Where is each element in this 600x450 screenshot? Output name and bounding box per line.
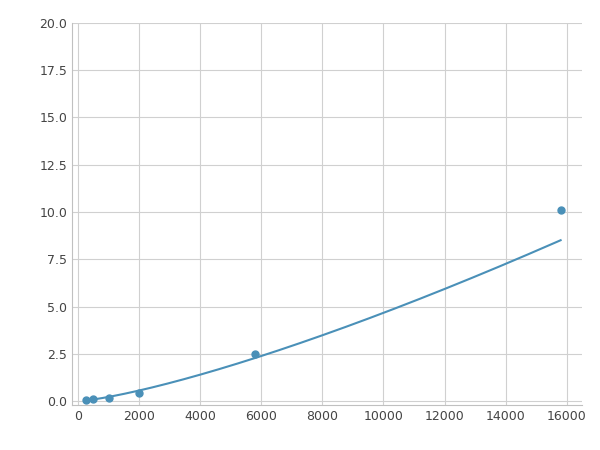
Point	[556, 207, 565, 214]
Point	[250, 350, 260, 357]
Point	[104, 395, 113, 402]
Point	[81, 396, 91, 404]
Point	[89, 396, 98, 403]
Point	[134, 389, 144, 396]
